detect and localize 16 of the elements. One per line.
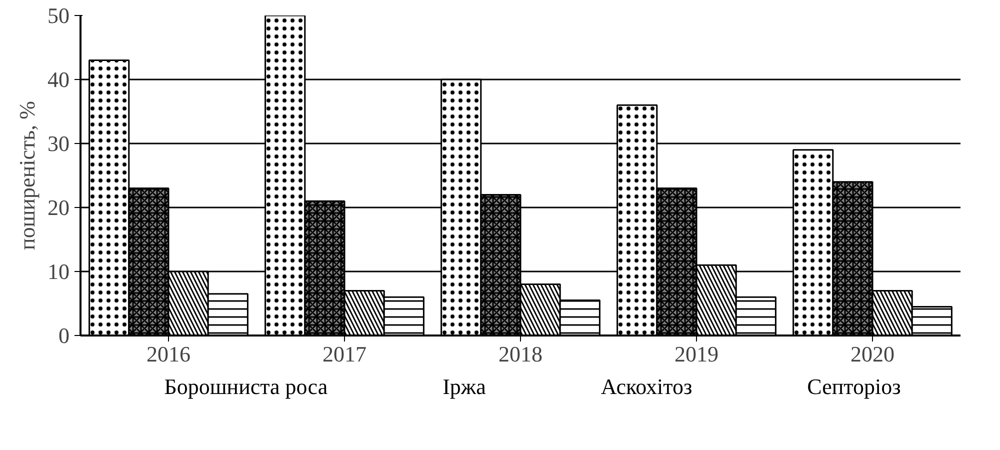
y-tick-label: 20 [48, 195, 70, 220]
series-label: Септоріоз [807, 374, 901, 400]
series-label: Аскохітоз [600, 374, 692, 400]
y-tick-label: 40 [48, 67, 70, 92]
x-tick-label: 2020 [850, 342, 894, 366]
x-tick-label: 2017 [322, 342, 366, 366]
y-axis-title: поширеність, % [14, 101, 40, 250]
x-tick-label: 2016 [146, 342, 190, 366]
x-tick-label: 2019 [674, 342, 718, 366]
y-tick-label: 50 [48, 3, 70, 28]
x-tick-label: 2018 [498, 342, 542, 366]
y-tick-label: 30 [48, 131, 70, 156]
y-tick-label: 0 [58, 323, 70, 348]
y-tick-label: 10 [48, 259, 70, 284]
series-label: Іржа [442, 374, 486, 400]
text: Борошниста роса [164, 374, 328, 400]
